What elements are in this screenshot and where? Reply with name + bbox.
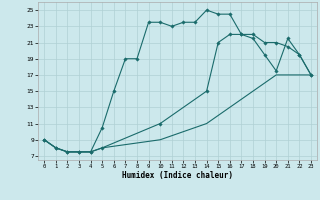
X-axis label: Humidex (Indice chaleur): Humidex (Indice chaleur) xyxy=(122,171,233,180)
